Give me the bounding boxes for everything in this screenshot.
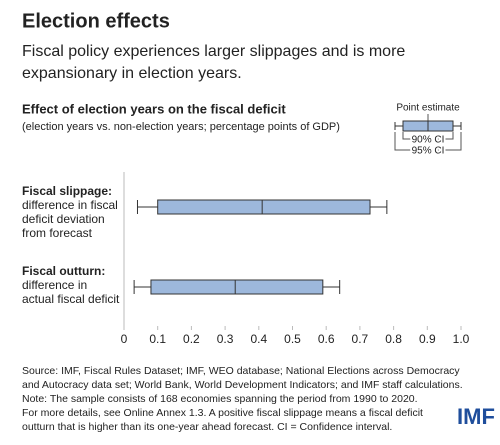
category-description: difference in (22, 278, 87, 292)
category-label: Fiscal slippage: (22, 184, 112, 198)
category-description: deficit deviation (22, 212, 105, 226)
x-tick-label: 0.8 (385, 332, 402, 346)
legend-label: 95% CI (412, 146, 445, 157)
chart-title: Effect of election years on the fiscal d… (22, 101, 286, 116)
legend: Point estimate 90% CI 95% CI (394, 103, 462, 159)
x-tick-label: 0.5 (284, 332, 301, 346)
x-tick-label: 0.9 (419, 332, 436, 346)
x-tick-label: 0.3 (217, 332, 234, 346)
category-label: Fiscal outturn: (22, 264, 105, 278)
source-note: For more details, see Online Annex 1.3. … (22, 407, 423, 419)
x-tick-label: 0.1 (149, 332, 166, 346)
legend-bracket (394, 132, 462, 151)
x-tick-label: 0.7 (352, 332, 369, 346)
x-tick-label: 0.2 (183, 332, 200, 346)
category-description: actual fiscal deficit (22, 292, 120, 306)
category-description: difference in fiscal (22, 198, 118, 212)
header-subtitle: Fiscal policy experiences larger slippag… (22, 43, 405, 60)
source-note: Note: The sample consists of 168 economi… (22, 393, 418, 405)
x-tick-label: 1.0 (453, 332, 470, 346)
source-note: and Autocracy data set; World Bank, Worl… (22, 379, 463, 391)
chart-subtitle: (election years vs. non-election years; … (22, 121, 340, 133)
source-note: Source: IMF, Fiscal Rules Dataset; IMF, … (22, 365, 460, 377)
header-title: Election effects (22, 10, 170, 32)
legend-label: 90% CI (412, 135, 445, 146)
ci90-box (157, 199, 371, 215)
ci90-box (150, 279, 324, 295)
source-note: outturn that is higher than its one-year… (22, 421, 392, 433)
legend-label: Point estimate (396, 103, 460, 114)
x-tick-label: 0.4 (250, 332, 267, 346)
category-description: from forecast (22, 226, 93, 240)
header-subtitle: expansionary in election years. (22, 65, 242, 82)
x-tick-label: 0 (121, 332, 128, 346)
x-tick-label: 0.6 (318, 332, 335, 346)
logo: IMF (457, 404, 495, 429)
legend-bracket (402, 132, 454, 140)
